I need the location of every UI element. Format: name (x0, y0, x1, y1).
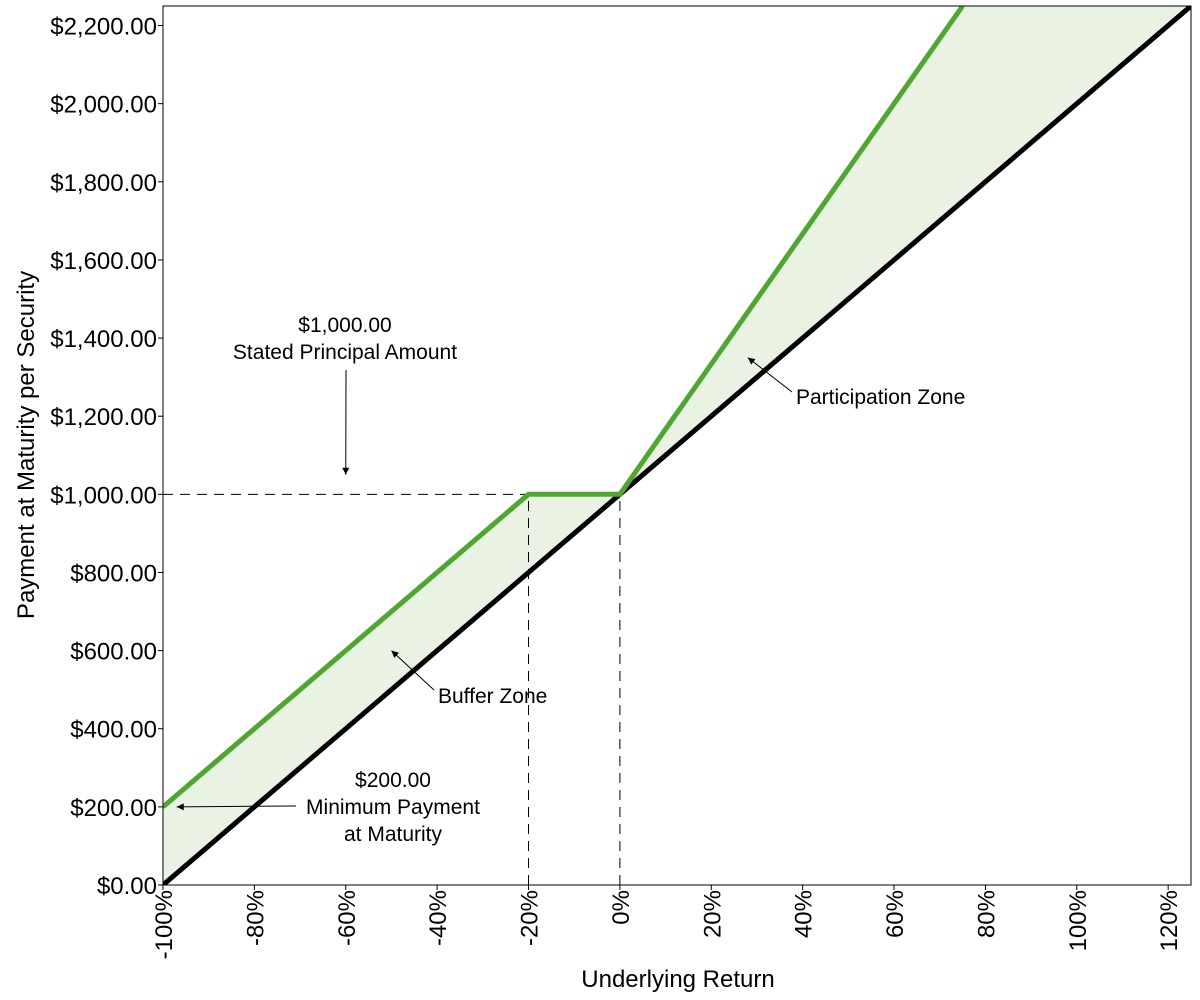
annotation-text: Stated Principal Amount (233, 341, 457, 364)
x-tick-label: -60% (334, 890, 361, 946)
annotation-arrowhead (342, 467, 350, 475)
annotation-text: $1,000.00 (298, 314, 391, 337)
x-tick-label: 120% (1156, 890, 1183, 951)
security-payment-line (163, 6, 965, 809)
y-tick-label: $2,200.00 (50, 14, 157, 41)
y-tick-label: $1,800.00 (50, 170, 157, 197)
annotation-minimum: $200.00 Minimum Payment at Maturity (176, 769, 480, 846)
y-tick-label: $2,000.00 (50, 92, 157, 119)
annotation-arrowhead (176, 803, 184, 811)
x-tick-label: 60% (882, 890, 909, 938)
y-tick-label: $0.00 (97, 873, 157, 900)
y-tick-label: $400.00 (70, 717, 157, 744)
plot-frame (162, 5, 1192, 886)
y-tick-label: $1,600.00 (50, 248, 157, 275)
annotation-text: Participation Zone (796, 386, 965, 409)
x-axis-title: Underlying Return (581, 966, 774, 993)
x-tick-label: 0% (608, 890, 635, 925)
x-tick-label: 40% (791, 890, 818, 938)
y-axis-ticks: $0.00 $200.00 $400.00 $600.00 $800.00 $1,000.… (50, 14, 163, 900)
annotation-arrow (747, 357, 793, 393)
annotation-arrow (176, 805, 297, 808)
annotation-text: $200.00 (355, 769, 431, 792)
annotation-text: at Maturity (344, 823, 443, 846)
annotation-buffer: Buffer Zone (391, 650, 547, 708)
x-tick-label: 100% (1065, 890, 1092, 951)
x-tick-label: -40% (425, 890, 452, 946)
x-tick-label: 20% (699, 890, 726, 938)
annotation-text: Minimum Payment (306, 796, 480, 819)
underlying-return-line (163, 6, 1191, 885)
y-axis-title: Payment at Maturity per Security (13, 271, 40, 619)
annotation-arrow (391, 650, 435, 691)
annotation-arrowhead (391, 650, 399, 658)
y-tick-label: $800.00 (70, 560, 157, 587)
annotation-participation: Participation Zone (747, 357, 965, 409)
annotation-arrowhead (747, 357, 756, 365)
x-tick-label: -80% (242, 890, 269, 946)
y-tick-label: $200.00 (70, 795, 157, 822)
y-tick-label: $600.00 (70, 639, 157, 666)
x-tick-label: -100% (151, 890, 178, 959)
y-tick-label: $1,000.00 (50, 482, 157, 509)
y-tick-label: $1,200.00 (50, 404, 157, 431)
y-tick-label: $1,400.00 (50, 326, 157, 353)
x-tick-label: -20% (517, 890, 544, 946)
x-tick-label: 80% (973, 890, 1000, 938)
x-axis-ticks: -100% -80% -60% -40% -20% 0% 20% 40% 60% 80% 100% 1… (151, 885, 1183, 959)
annotation-principal: $1,000.00 Stated Principal Amount (233, 314, 457, 475)
annotations-layer: $1,000.00 Stated Principal Amount Particip… (176, 314, 965, 846)
series-layer (163, 6, 1191, 885)
annotation-text: Buffer Zone (438, 685, 547, 708)
